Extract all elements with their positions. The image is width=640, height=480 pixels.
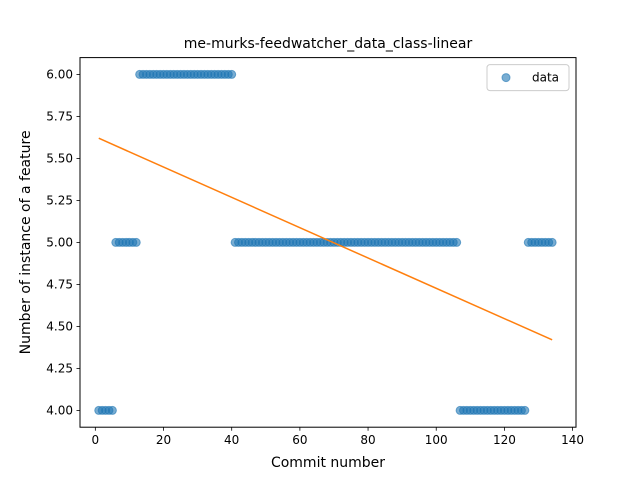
data-point (452, 237, 462, 247)
y-tick-label: 5.00 (46, 236, 73, 250)
ticks: 0 20 40 60 80 100 120 140 4.00 4.25 4.50 4.75 5.00 5.… (46, 68, 584, 448)
y-axis-label: Number of instance of a feature (18, 130, 34, 354)
data-point (520, 405, 530, 415)
data-point (227, 69, 237, 79)
legend-label-data: data (532, 71, 559, 85)
data-point (107, 405, 117, 415)
chart-title: me-murks-feedwatcher_data_class-linear (184, 36, 473, 52)
data-point (131, 237, 141, 247)
y-tick-label: 5.25 (46, 194, 73, 208)
legend: data (486, 64, 570, 92)
data-point (547, 237, 557, 247)
x-tick-label: 60 (292, 433, 307, 447)
y-tick-label: 4.25 (46, 362, 73, 376)
y-tick-label: 4.00 (46, 404, 73, 418)
y-tick-label: 6.00 (46, 68, 73, 82)
x-tick-label: 20 (156, 433, 171, 447)
x-axis-label: Commit number (271, 455, 385, 471)
plot-area (94, 69, 557, 415)
x-tick-label: 40 (224, 433, 239, 447)
x-tick-label: 120 (493, 433, 516, 447)
x-tick-label: 100 (425, 433, 448, 447)
legend-box (486, 64, 570, 92)
y-tick-label: 4.75 (46, 278, 73, 292)
legend-marker-data (501, 73, 511, 83)
x-tick-label: 80 (360, 433, 375, 447)
linear-fit-line (98, 137, 553, 341)
y-tick-label: 5.50 (46, 152, 73, 166)
x-tick-label: 140 (561, 433, 584, 447)
y-tick-label: 5.75 (46, 110, 73, 124)
x-tick-label: 0 (92, 433, 100, 447)
y-tick-label: 4.50 (46, 320, 73, 334)
